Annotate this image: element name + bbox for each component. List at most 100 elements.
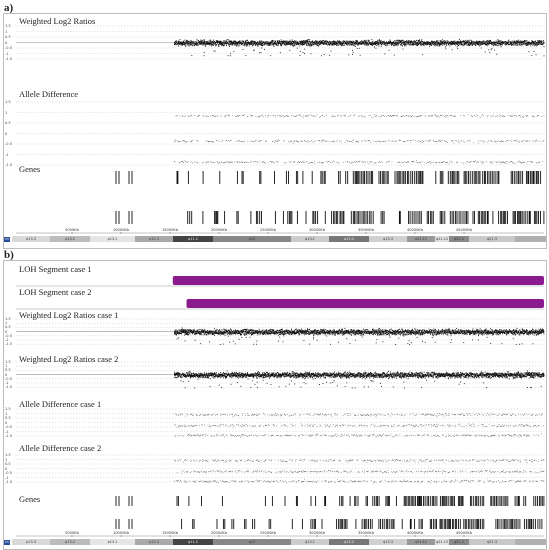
outlier-point <box>392 386 394 388</box>
allele-b2-tick: 1.5 <box>5 453 11 457</box>
allele-a-tick: -1 <box>5 152 9 157</box>
outlier-point <box>359 54 361 56</box>
outlier-point <box>253 50 255 52</box>
outlier-point <box>303 382 305 384</box>
cytoband-label: p13.1 <box>107 540 118 544</box>
allele-b1-tick: -1 <box>5 429 9 434</box>
allele-b1-tick: 1.5 <box>5 407 11 411</box>
outlier-point <box>352 50 353 52</box>
outlier-point <box>249 336 251 338</box>
track-title-loh-case-2: LOH Segment case 2 <box>19 287 92 297</box>
allele-b2-tick: 0 <box>5 466 8 471</box>
cytoband <box>90 236 135 242</box>
cytoband-label: p12.3 <box>149 237 159 241</box>
outlier-point <box>259 52 261 54</box>
log2-b2-tick: 0 <box>5 372 8 377</box>
outlier-point <box>422 54 424 56</box>
outlier-point <box>332 381 334 383</box>
log2-b2-tick: -0.5 <box>5 376 13 381</box>
outlier-point <box>282 341 284 343</box>
outlier-point <box>490 343 492 344</box>
outlier-point <box>180 380 182 382</box>
cytoband <box>469 539 515 545</box>
outlier-point <box>304 48 306 50</box>
cytoband-label: q11.2 <box>188 237 198 241</box>
cytoband-label: q13.3 <box>383 237 393 241</box>
outlier-point <box>245 337 247 338</box>
outlier-point <box>322 383 324 385</box>
cytoband-label: q21.3 <box>487 237 497 241</box>
outlier-point <box>416 337 418 338</box>
track-title-allele-difference: Allele Difference <box>19 89 79 99</box>
outlier-point <box>279 52 281 54</box>
allele-a-lane <box>175 113 545 118</box>
outlier-point <box>219 344 221 345</box>
genes-b-row <box>115 496 545 506</box>
allele-a-tick: 1 <box>5 110 8 115</box>
cytoband <box>50 539 90 545</box>
outlier-point <box>288 383 290 385</box>
outlier-point <box>348 54 350 56</box>
outlier-point <box>531 55 533 57</box>
genes-a-row <box>115 171 542 184</box>
outlier-point <box>450 342 452 343</box>
outlier-point <box>344 386 346 387</box>
outlier-point <box>384 53 386 55</box>
cytoband <box>407 236 435 242</box>
genes-b <box>115 496 545 529</box>
outlier-point <box>264 48 265 50</box>
track-title-genes: Genes <box>19 164 41 174</box>
ruler-label: 15000Kb <box>161 228 179 232</box>
outlier-point <box>460 381 462 383</box>
allele-a-tick: 0.5 <box>5 121 11 125</box>
outlier-point <box>382 341 384 343</box>
outlier-point <box>184 387 186 389</box>
allele-b2-lane <box>176 469 545 474</box>
allele-a-lane <box>174 139 545 144</box>
ruler-label: 40000Kb <box>406 228 424 232</box>
outlier-point <box>330 343 331 345</box>
outlier-point <box>457 48 459 50</box>
outlier-point <box>194 387 196 389</box>
outlier-point <box>303 52 305 54</box>
cytoband-label: q13.2 <box>344 237 354 241</box>
outlier-point <box>491 48 493 50</box>
outlier-point <box>237 382 239 384</box>
outlier-point <box>213 50 215 52</box>
outlier-point <box>323 54 325 56</box>
outlier-point <box>463 383 465 385</box>
allele-b1-tick: -0.5 <box>5 425 13 429</box>
outlier-point <box>184 340 186 342</box>
cytoband <box>435 236 449 242</box>
outlier-point <box>512 337 514 339</box>
allele-b2-tick: -1 <box>5 475 9 480</box>
loh-segment-bar <box>186 299 544 308</box>
cytoband-label: p12.3 <box>149 540 159 544</box>
cytoband <box>369 236 407 242</box>
log2-b2-tick: 0.5 <box>5 368 11 373</box>
cytoband <box>135 236 173 242</box>
outlier-point <box>403 387 405 389</box>
outlier-point <box>209 386 211 388</box>
outlier-point <box>229 55 231 57</box>
allele-b2-tick: 1 <box>5 457 8 462</box>
outlier-point <box>260 52 262 54</box>
outlier-point <box>367 386 369 388</box>
outlier-point <box>309 343 310 345</box>
cytoband <box>369 539 407 545</box>
cytoband-label: p13.1 <box>107 237 118 241</box>
cytoband <box>173 236 213 242</box>
outlier-point <box>398 337 400 339</box>
cytoband <box>213 236 291 242</box>
log2-b1-points <box>174 327 545 346</box>
outlier-point <box>434 341 436 343</box>
outlier-point <box>352 51 354 53</box>
ruler-label: 25000Kb <box>259 531 277 535</box>
ruler-label: 10000Kb <box>112 531 130 535</box>
outlier-point <box>256 381 258 383</box>
outlier-point <box>421 386 423 388</box>
outlier-point <box>410 342 412 344</box>
cytoband-label: q13.1 <box>305 540 315 544</box>
ruler-label: 15000Kb <box>161 531 179 535</box>
